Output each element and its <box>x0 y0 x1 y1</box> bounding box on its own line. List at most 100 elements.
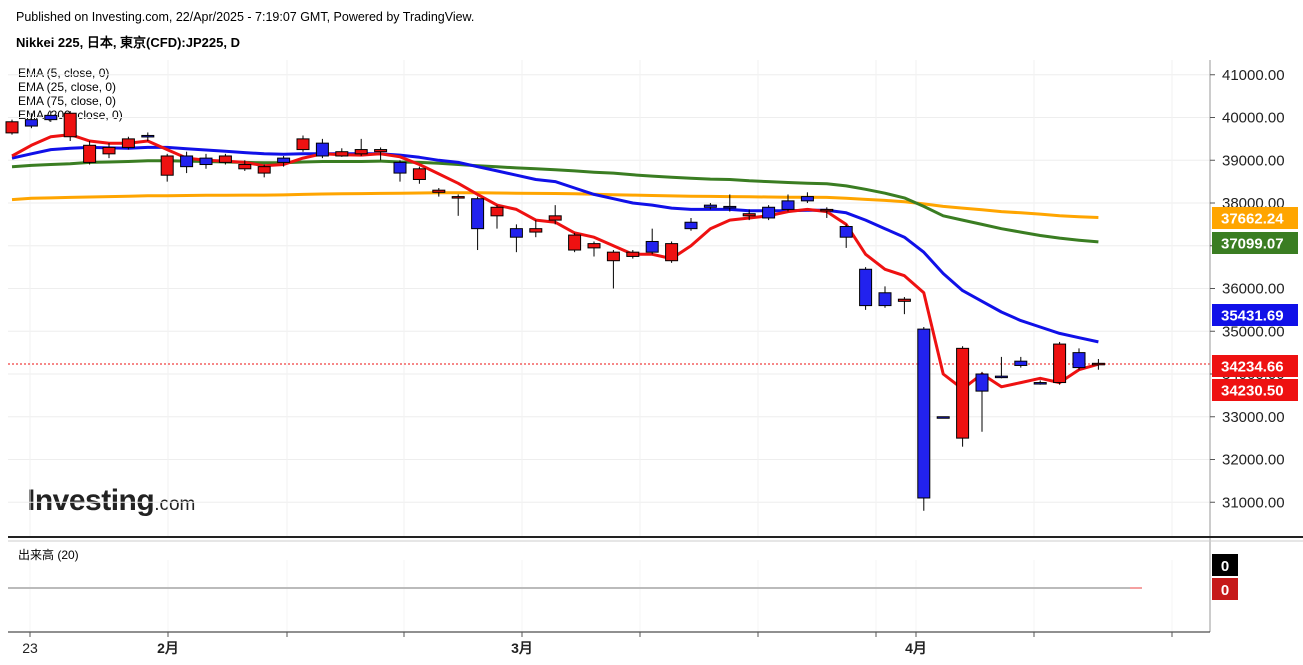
logo-main: Investing <box>27 484 155 517</box>
candle-body <box>393 161 407 174</box>
candle-body <box>529 228 543 233</box>
x-tick-label: 23 <box>22 640 38 656</box>
candle-body <box>180 155 194 168</box>
candle-body <box>238 164 252 170</box>
candle-body <box>975 373 989 392</box>
candle-body <box>762 206 776 219</box>
symbol-title: Nikkei 225, 日本, 東京(CFD):JP225, D <box>16 35 240 50</box>
y-tick-label: 39000.00 <box>1222 152 1285 169</box>
candle-body <box>63 112 77 138</box>
candle-body <box>218 155 232 163</box>
y-tick-label: 31000.00 <box>1222 494 1285 511</box>
legend-ema5[interactable]: EMA (5, close, 0) <box>18 66 110 80</box>
volume-badge <box>1212 578 1238 600</box>
candle-body <box>277 157 291 163</box>
candle-body <box>1091 362 1105 366</box>
price-badge <box>1212 207 1298 229</box>
volume-badge <box>1212 554 1238 576</box>
x-tick-label: 2月 <box>157 640 179 656</box>
y-tick-label: 32000.00 <box>1222 452 1285 469</box>
candle-body <box>665 243 679 262</box>
ema-line-ema75 <box>11 159 1099 244</box>
candle-body <box>471 198 485 230</box>
price-badges: 37662.24 37099.07 35431.69 34234.66 34230.50 <box>1212 207 1298 401</box>
candle-body <box>335 151 349 157</box>
volume-pane: 00 <box>8 554 1238 600</box>
candle-body <box>1053 343 1067 384</box>
candle-body <box>587 243 601 249</box>
candle-body <box>490 206 504 217</box>
candle-body <box>936 416 950 419</box>
y-tick-label: 35000.00 <box>1222 323 1285 340</box>
candle-body <box>199 157 213 166</box>
candle-body <box>839 226 853 238</box>
time-axis[interactable]: 23 2月 3月 4月 <box>22 632 1173 656</box>
candle-body <box>1033 382 1047 385</box>
price-badge-label: 34234.66 <box>1221 359 1284 376</box>
candle-body <box>354 149 368 155</box>
price-badge <box>1212 232 1298 254</box>
candle-body <box>141 134 155 138</box>
price-badge <box>1212 304 1298 326</box>
candle-body <box>994 375 1008 379</box>
price-badge-label: 37662.24 <box>1221 211 1284 228</box>
candle-body <box>315 142 329 157</box>
candles <box>5 111 1105 511</box>
candle-body <box>374 149 388 153</box>
candle-body <box>24 119 38 127</box>
ema-line-ema5 <box>11 133 1099 391</box>
price-badge-label: 37099.07 <box>1221 236 1284 253</box>
candle-body <box>606 251 620 262</box>
candle-body <box>432 189 446 193</box>
candle-body <box>820 208 834 212</box>
candle-body <box>44 114 58 121</box>
candle-body <box>121 138 135 148</box>
y-tick-label: 36000.00 <box>1222 281 1285 298</box>
y-tick-label: 40000.00 <box>1222 110 1285 127</box>
chart-grid <box>8 60 1210 632</box>
candle-body <box>5 121 19 134</box>
candle-body <box>878 292 892 307</box>
candle-body <box>781 200 795 210</box>
candle-body <box>956 347 970 439</box>
candle-body <box>897 298 911 302</box>
candle-body <box>548 215 562 221</box>
candle-body <box>257 166 271 174</box>
candle-body <box>568 234 582 251</box>
volume-label[interactable]: 出来高 (20) <box>18 548 79 562</box>
legend-ema75[interactable]: EMA (75, close, 0) <box>18 94 117 108</box>
candle-body <box>412 168 426 180</box>
candle-body <box>684 221 698 230</box>
candle-body <box>645 240 659 253</box>
chart-frame <box>8 60 1303 633</box>
candle-body <box>509 228 523 238</box>
volume-badge-label: 0 <box>1221 558 1229 575</box>
candle-body <box>451 196 465 199</box>
y-tick-label: 41000.00 <box>1222 67 1285 84</box>
candle-body <box>1014 360 1028 366</box>
candle-body <box>626 251 640 257</box>
candle-body <box>1072 352 1086 369</box>
ema-line-ema25 <box>11 145 1099 344</box>
published-note: Published on Investing.com, 22/Apr/2025 … <box>16 10 475 24</box>
candle-body <box>800 196 814 202</box>
y-tick-label: 33000.00 <box>1222 409 1285 426</box>
candle-body <box>83 144 97 163</box>
x-tick-label: 4月 <box>905 640 927 656</box>
candle-body <box>703 204 717 208</box>
candle-body <box>859 268 873 307</box>
candle-body <box>102 146 116 155</box>
candle-body <box>723 205 737 209</box>
price-badge <box>1212 379 1298 401</box>
price-axis[interactable]: 41000.0040000.0039000.0038000.0037000.00… <box>1210 67 1285 512</box>
ema-lines <box>11 133 1099 391</box>
volume-badge-label: 0 <box>1221 582 1229 599</box>
price-badge <box>1212 355 1298 377</box>
candle-body <box>296 138 310 151</box>
legend-ema25[interactable]: EMA (25, close, 0) <box>18 80 117 94</box>
price-badge-label: 34230.50 <box>1221 383 1284 400</box>
investing-logo: Investing.com <box>27 484 195 518</box>
candle-body <box>917 328 931 499</box>
candle-body <box>742 213 756 217</box>
